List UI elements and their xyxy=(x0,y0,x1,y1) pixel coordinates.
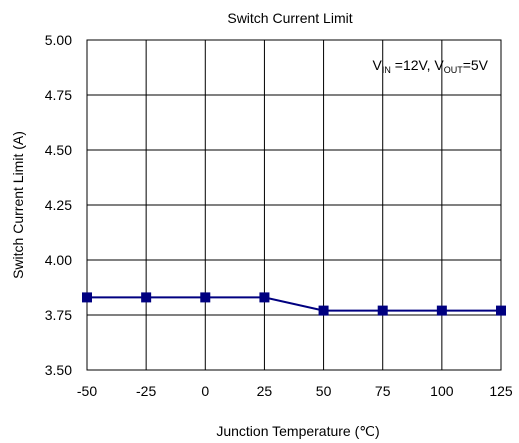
series-line xyxy=(87,296,501,312)
x-tick-labels: -50 -25 0 25 50 75 100 125 xyxy=(77,383,513,399)
grid xyxy=(86,39,502,371)
y-tick-label: 4.50 xyxy=(45,142,72,158)
data-point xyxy=(200,292,211,303)
x-tick-label: 0 xyxy=(201,383,209,399)
y-tick-label: 4.75 xyxy=(45,87,72,103)
data-point xyxy=(318,305,329,316)
data-point xyxy=(82,292,92,303)
y-tick-label: 3.50 xyxy=(45,362,72,378)
y-axis-label: Switch Current Limit (A) xyxy=(10,131,26,279)
y-tick-label: 4.00 xyxy=(45,252,72,268)
series-group xyxy=(82,292,506,316)
x-tick-label: 125 xyxy=(489,383,513,399)
x-tick-label: -50 xyxy=(77,383,97,399)
data-point xyxy=(141,292,152,303)
chart-title: Switch Current Limit xyxy=(227,10,352,26)
x-tick-label: 25 xyxy=(257,383,273,399)
data-point xyxy=(496,305,506,316)
x-axis-label: Junction Temperature (℃) xyxy=(216,423,379,439)
x-tick-label: -25 xyxy=(136,383,156,399)
y-tick-label: 4.25 xyxy=(45,197,72,213)
y-tick-label: 5.00 xyxy=(45,32,72,48)
x-tick-label: 100 xyxy=(430,383,454,399)
data-point xyxy=(436,305,447,316)
y-tick-label: 3.75 xyxy=(45,307,72,323)
data-point xyxy=(259,292,270,303)
x-tick-label: 75 xyxy=(375,383,391,399)
conditions-annotation: VIN =12V, VOUT=5V xyxy=(373,57,489,75)
x-tick-label: 50 xyxy=(316,383,332,399)
data-point xyxy=(377,305,388,316)
plot-frame xyxy=(86,39,502,371)
y-tick-labels: 5.00 4.75 4.50 4.25 4.00 3.75 3.50 xyxy=(45,32,72,378)
